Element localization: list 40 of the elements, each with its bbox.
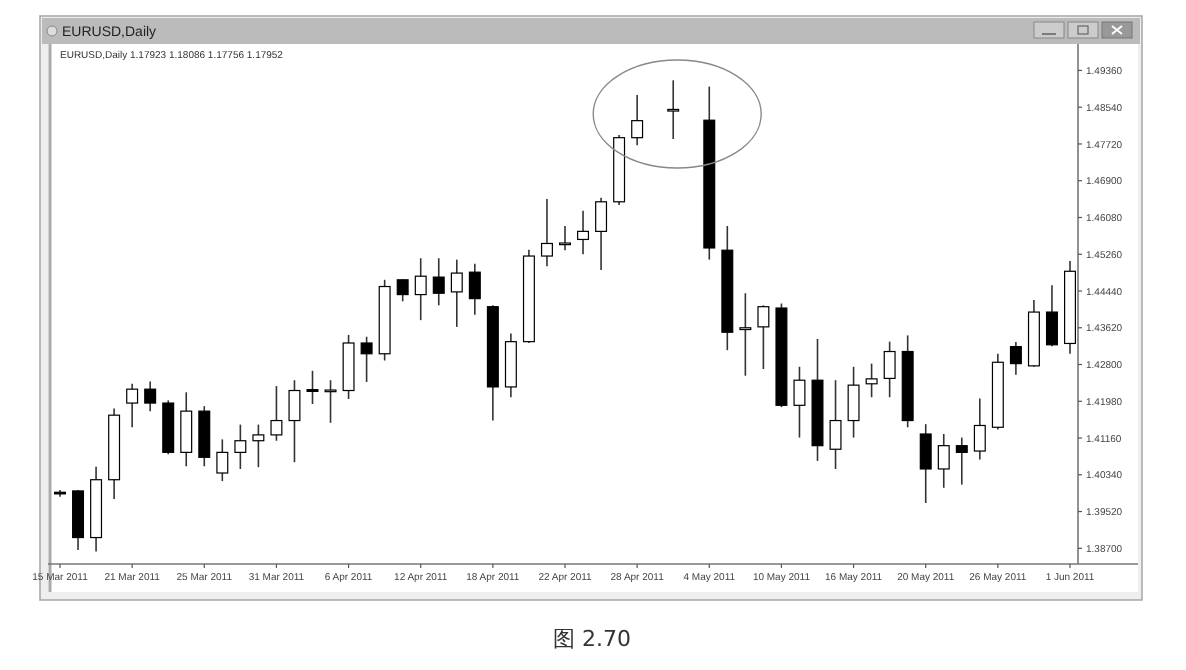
candlestick (180, 391, 193, 468)
candlestick (72, 489, 85, 551)
candlestick (252, 423, 265, 468)
candlestick (270, 385, 283, 442)
candlestick (324, 379, 337, 424)
candlestick (432, 257, 445, 307)
candlestick (504, 332, 517, 399)
candlestick (144, 380, 157, 412)
candlestick (126, 382, 139, 429)
candlestick (468, 262, 481, 316)
candlestick (577, 209, 590, 256)
candlestick (667, 79, 680, 140)
candlestick (595, 196, 608, 271)
candlestick (288, 379, 301, 464)
candlestick (342, 334, 355, 400)
candlestick (865, 362, 878, 399)
candlestick (414, 257, 427, 321)
candlestick (955, 436, 968, 486)
candlestick (793, 365, 806, 439)
candlestick (559, 225, 571, 252)
candlestick (847, 365, 860, 439)
candlestick (883, 340, 896, 399)
candlestick (234, 423, 247, 470)
candlestick (1045, 284, 1058, 347)
candlestick (450, 258, 463, 328)
candlestick (829, 379, 842, 470)
candlestick (360, 335, 373, 383)
candlestick (1009, 341, 1022, 376)
candlestick (631, 94, 644, 147)
candlestick (396, 278, 409, 303)
candlestick (739, 292, 752, 377)
candlestick (919, 423, 932, 504)
candlestick (198, 405, 211, 468)
candlestick (757, 304, 770, 370)
candlestick (306, 369, 319, 405)
caption: 图 2.70 (553, 626, 631, 652)
candlestick (973, 397, 986, 461)
candlestick (216, 438, 229, 482)
candlestick (540, 198, 553, 268)
candlestick (937, 433, 950, 489)
